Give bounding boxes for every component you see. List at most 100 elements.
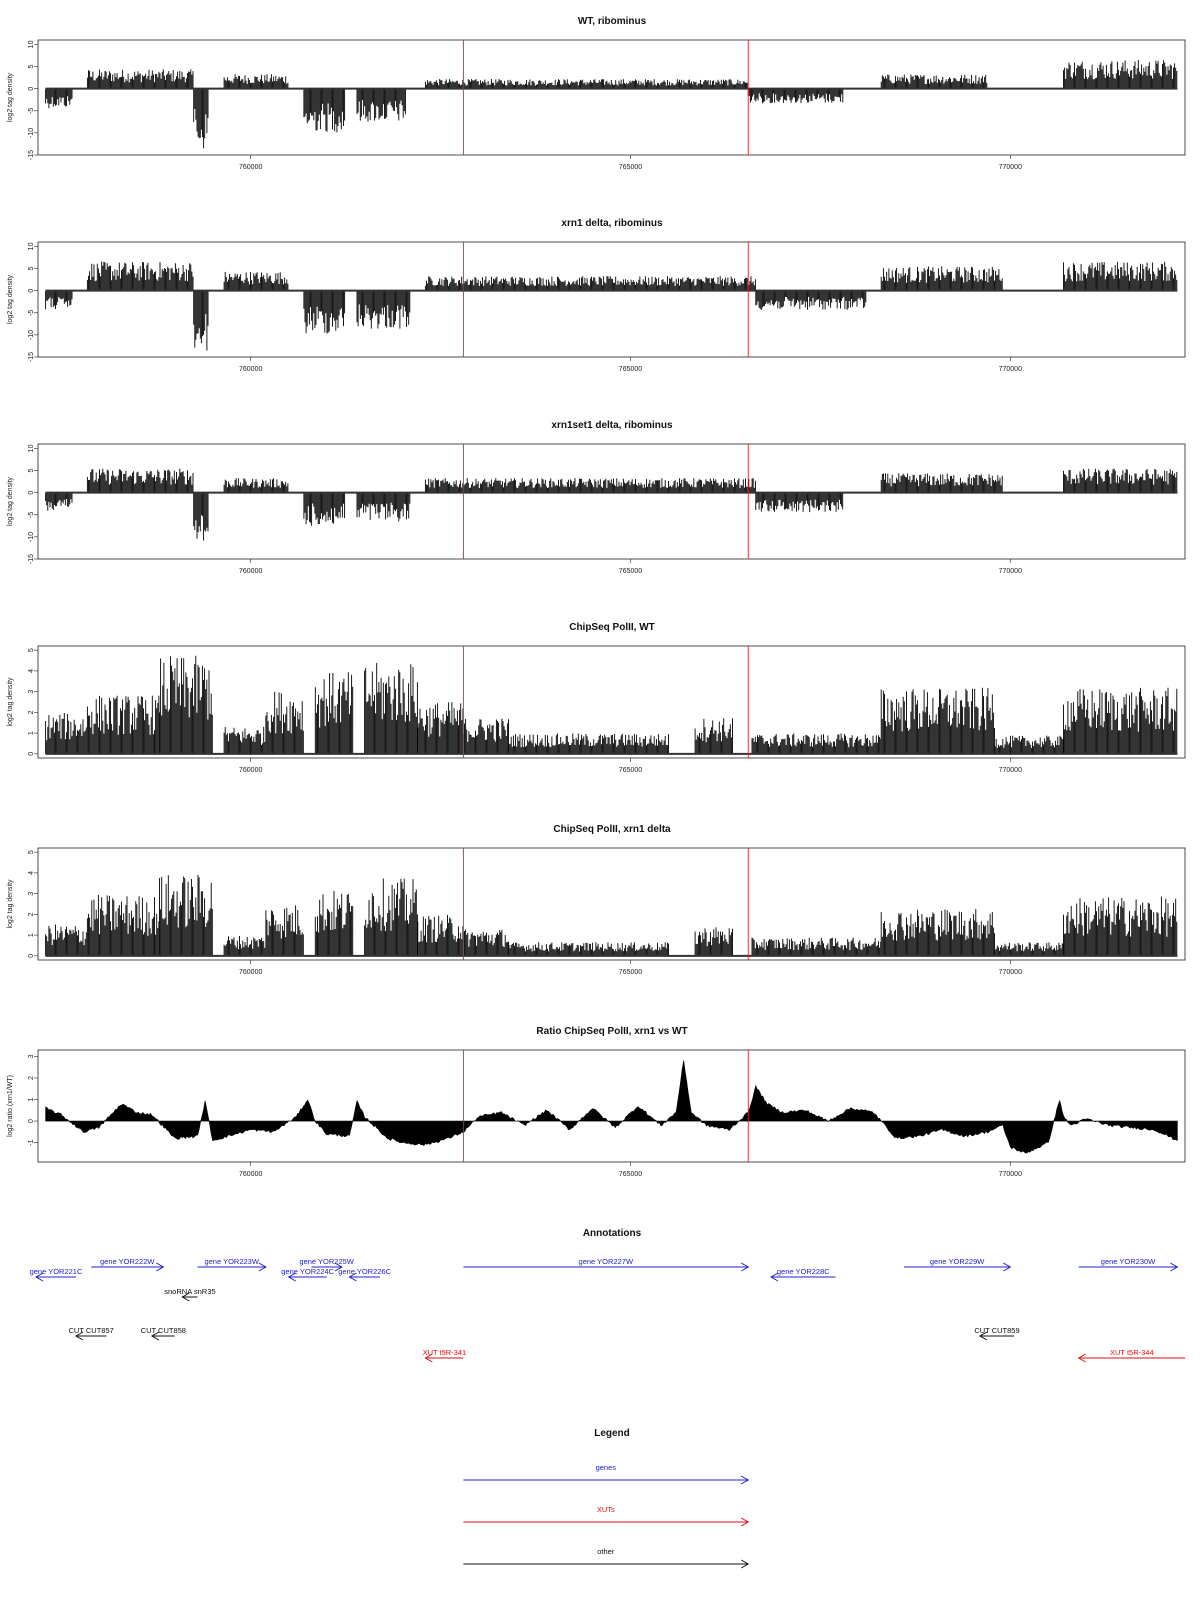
signal-region	[1063, 687, 1178, 754]
annotation-feature: gene YOR230W	[1078, 1257, 1179, 1272]
signal-bars	[364, 662, 418, 754]
signal-region	[424, 78, 749, 89]
panel-title: Ratio ChipSeq PolII, xrn1 vs WT	[536, 1026, 687, 1037]
signal-bars	[265, 905, 304, 956]
feature-arrowhead	[34, 1272, 44, 1282]
feature-arrowhead	[348, 1272, 357, 1282]
feature-label: XUT t5R-341	[423, 1348, 467, 1357]
y-tick-label: 3	[28, 892, 35, 896]
feature-arrowhead	[1077, 1353, 1086, 1363]
plot-frame	[37, 39, 1186, 156]
panel-xrn1set1: xrn1set1 delta, ribominus -15 -10 -5 0 5 10 log…	[7, 420, 1186, 575]
y-tick-label: 2	[28, 710, 35, 714]
feature-label: XUT t5R-344	[1110, 1348, 1154, 1357]
signal-region	[193, 290, 209, 351]
feature-label: gene YOR223W	[204, 1257, 259, 1266]
panel-title: ChipSeq PolII, WT	[569, 622, 655, 633]
annotation-feature: gene YOR223W	[197, 1257, 267, 1272]
x-tick-label: 765000	[619, 164, 642, 171]
signal-region	[314, 890, 354, 956]
feature-arrowhead	[74, 1331, 84, 1341]
signal-bars	[356, 290, 411, 329]
y-tick-label: 2	[28, 912, 35, 916]
signal-region	[223, 478, 289, 493]
y-tick-label: -10	[28, 128, 35, 138]
y-tick-label: 0	[28, 1119, 35, 1123]
legend-title: Legend	[594, 1428, 630, 1439]
signal-bars	[1063, 687, 1178, 754]
signal-bars	[193, 492, 209, 541]
feature-arrowhead	[424, 1353, 433, 1363]
feature-label: gene YOR230W	[1101, 1257, 1156, 1266]
signal-region	[193, 492, 209, 541]
series-chip_xrn1	[45, 875, 1178, 957]
y-axis-label: log2 ratio (xrn1/WT)	[7, 1075, 14, 1137]
annotation-feature: gene YOR222W	[91, 1257, 165, 1272]
signal-region	[1063, 59, 1178, 89]
signal-region	[880, 74, 988, 89]
y-axis: -15 -10 -5 0 5 10 log2 tag density	[7, 40, 38, 160]
panel-chip_wt: ChipSeq PolII, WT 0 1 2 3 4 5 log2 tag density 7…	[7, 622, 1186, 774]
signal-bars	[424, 78, 749, 89]
signal-region	[265, 691, 304, 754]
signal-region	[994, 942, 1064, 956]
feature-label: gene YOR227W	[579, 1257, 634, 1266]
x-tick-label: 765000	[619, 1171, 642, 1178]
y-axis: 0 1 2 3 4 5 log2 tag density	[7, 648, 38, 756]
signal-region	[880, 266, 1003, 291]
signal-bars	[223, 74, 289, 89]
panel-xrn1: xrn1 delta, ribominus -15 -10 -5 0 5 10 log2 ta…	[7, 218, 1186, 373]
series-wt	[45, 59, 1178, 149]
feature-arrowhead	[258, 1262, 267, 1272]
signal-bars	[86, 468, 194, 493]
plot-frame	[37, 443, 1186, 560]
y-tick-label: 5	[28, 850, 35, 854]
signal-region	[747, 88, 844, 104]
plot-frame	[37, 645, 1186, 759]
series-chip_wt	[45, 655, 1178, 755]
feature-label: gene YOR228C	[777, 1267, 830, 1276]
annotation-feature: CUT CUT859	[974, 1326, 1020, 1341]
panel-title: ChipSeq PolII, xrn1 delta	[553, 824, 671, 835]
signal-bars	[417, 702, 464, 754]
y-tick-label: -5	[28, 512, 35, 518]
annotation-feature: XUT t5R-344	[1077, 1348, 1185, 1363]
plot-frame	[37, 241, 1186, 358]
y-axis-label: log2 tag density	[7, 476, 14, 526]
y-tick-label: 1	[28, 933, 35, 937]
signal-bars	[193, 290, 209, 351]
signal-bars	[45, 924, 87, 956]
signal-region	[417, 915, 464, 956]
signal-bars	[45, 88, 73, 109]
signal-bars	[880, 74, 988, 89]
signal-region	[755, 492, 844, 513]
signal-bars	[508, 942, 669, 956]
series-xrn1	[45, 261, 1178, 351]
signal-bars	[424, 478, 756, 493]
y-tick-label: 0	[28, 752, 35, 756]
signal-bars	[755, 290, 867, 310]
y-tick-label: 1	[28, 731, 35, 735]
signal-region	[45, 924, 87, 956]
y-tick-label: 10	[28, 242, 35, 250]
signal-bars	[462, 929, 509, 956]
series-ratio	[45, 1060, 1178, 1154]
x-axis: 760000 765000 770000	[239, 559, 1022, 575]
annotation-feature: gene YOR227W	[463, 1257, 750, 1272]
feature-arrowhead	[770, 1272, 779, 1282]
x-tick-label: 760000	[239, 164, 262, 171]
signal-region	[223, 271, 289, 291]
x-tick-label: 760000	[239, 568, 262, 575]
x-tick-label: 765000	[619, 366, 642, 373]
signal-region	[1063, 468, 1178, 493]
signal-bars	[1063, 896, 1178, 956]
feature-arrowhead	[740, 1262, 750, 1272]
feature-label: CUT CUT859	[974, 1326, 1019, 1335]
feature-arrowhead	[156, 1262, 165, 1272]
x-tick-label: 770000	[999, 568, 1022, 575]
legend-label: XUTs	[597, 1505, 615, 1514]
panel-chip_xrn1: ChipSeq PolII, xrn1 delta 0 1 2 3 4 5 log2 tag …	[7, 824, 1186, 976]
y-tick-label: -5	[28, 108, 35, 114]
y-tick-label: 0	[28, 87, 35, 91]
y-axis-label: log2 tag density	[7, 879, 14, 929]
